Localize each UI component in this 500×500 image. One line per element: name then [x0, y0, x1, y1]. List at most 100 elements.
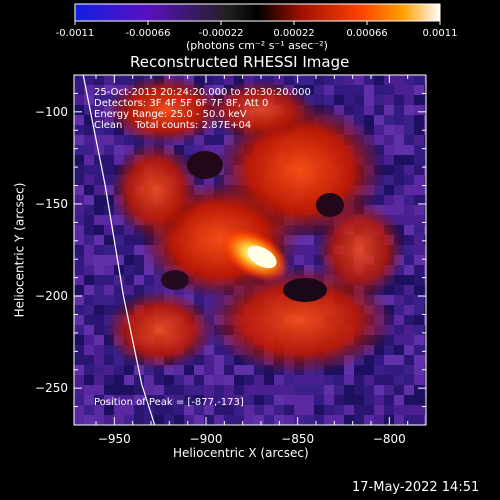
- heatmap-cell: [404, 255, 414, 265]
- heatmap-cell: [404, 175, 414, 185]
- heatmap-cell: [144, 415, 154, 425]
- heatmap-cell: [254, 395, 264, 405]
- heatmap-cell: [184, 375, 194, 385]
- heatmap-cell: [394, 155, 404, 165]
- heatmap-cell: [84, 325, 94, 335]
- heatmap-cell: [214, 355, 224, 365]
- heatmap-cell: [414, 295, 424, 305]
- heatmap-cell: [404, 385, 414, 395]
- heatmap-cell: [424, 165, 426, 175]
- heatmap-cell: [104, 225, 114, 235]
- heatmap-cell: [304, 395, 314, 405]
- heatmap-cell: [304, 235, 314, 245]
- heatmap-cell: [334, 95, 344, 105]
- heatmap-cell: [104, 295, 114, 305]
- heatmap-cell: [194, 355, 204, 365]
- heatmap-cell: [224, 395, 234, 405]
- heatmap-cell: [244, 365, 254, 375]
- heatmap-cell: [274, 405, 284, 415]
- heatmap-cell: [84, 335, 94, 345]
- heatmap-cell: [84, 125, 94, 135]
- heatmap-cell: [394, 325, 404, 335]
- heatmap-cell: [224, 405, 234, 415]
- heatmap-cell: [134, 375, 144, 385]
- heatmap-cell: [104, 345, 114, 355]
- heatmap-cell: [384, 205, 394, 215]
- heatmap-cell: [404, 155, 414, 165]
- heatmap-cell: [204, 345, 214, 355]
- heatmap-cell: [214, 345, 224, 355]
- heatmap-cell: [194, 385, 204, 395]
- heatmap-cell: [294, 375, 304, 385]
- heatmap-cell: [214, 135, 224, 145]
- heatmap-cell: [94, 285, 104, 295]
- heatmap-cell: [394, 175, 404, 185]
- heatmap-cell: [124, 275, 134, 285]
- heatmap-cell: [414, 315, 424, 325]
- heatmap-cell: [384, 175, 394, 185]
- heatmap-cell: [114, 225, 124, 235]
- heatmap-cell: [244, 395, 254, 405]
- heatmap-cell: [204, 75, 214, 85]
- heatmap-cell: [74, 175, 84, 185]
- heatmap-cell: [404, 105, 414, 115]
- heatmap-cell: [334, 385, 344, 395]
- heatmap-cell: [194, 415, 204, 425]
- heatmap-cell: [374, 125, 384, 135]
- heatmap-cell: [264, 385, 274, 395]
- heatmap-cell: [384, 405, 394, 415]
- heatmap-cell: [334, 395, 344, 405]
- heatmap-cell: [154, 385, 164, 395]
- heatmap-cell: [74, 255, 84, 265]
- heatmap-cell: [74, 355, 84, 365]
- annotation-time-range: 25-Oct-2013 20:24:20.000 to 20:30:20.000: [94, 87, 311, 98]
- heatmap-cell: [154, 415, 164, 425]
- heatmap-cell: [344, 405, 354, 415]
- heatmap-cell: [364, 375, 374, 385]
- heatmap-cell: [74, 235, 84, 245]
- heatmap-cell: [314, 385, 324, 395]
- heatmap-cell: [84, 75, 94, 85]
- heatmap-cell: [84, 225, 94, 235]
- heatmap-cell: [404, 285, 414, 295]
- heatmap-cell: [194, 405, 204, 415]
- heatmap-cell: [244, 385, 254, 395]
- heatmap-cell: [74, 315, 84, 325]
- heatmap-cell: [424, 405, 426, 415]
- heatmap-cell: [344, 85, 354, 95]
- heatmap-cell: [104, 395, 114, 405]
- heatmap-cell: [84, 415, 94, 425]
- heatmap-cell: [94, 95, 104, 105]
- heatmap-cell: [144, 285, 154, 295]
- heatmap-cell: [374, 375, 384, 385]
- heatmap-cell: [364, 355, 374, 365]
- heatmap-cell: [424, 145, 426, 155]
- heatmap-cell: [84, 235, 94, 245]
- heatmap-cell: [94, 235, 104, 245]
- annotation-detectors: Detectors: 3F 4F 5F 6F 7F 8F, Att 0: [94, 98, 269, 109]
- heatmap-cell: [404, 115, 414, 125]
- chart-title: Reconstructed RHESSI Image: [130, 53, 350, 71]
- heatmap-cell: [374, 95, 384, 105]
- heatmap-cell: [344, 75, 354, 85]
- heatmap-cell: [164, 285, 174, 295]
- heatmap-cell: [414, 195, 424, 205]
- heatmap-cell: [364, 415, 374, 425]
- heatmap-cell: [174, 395, 184, 405]
- heatmap-cell: [324, 385, 334, 395]
- plot-frame: [73, 74, 427, 426]
- heatmap-cell: [414, 275, 424, 285]
- heatmap-cell: [114, 255, 124, 265]
- heatmap-cell: [74, 215, 84, 225]
- heatmap-cell: [124, 285, 134, 295]
- heatmap-cell: [374, 105, 384, 115]
- heatmap-cell: [264, 75, 274, 85]
- heatmap-cell: [114, 295, 124, 305]
- heatmap-cell: [384, 345, 394, 355]
- heatmap-cell: [94, 385, 104, 395]
- heatmap-cell: [134, 285, 144, 295]
- heatmap-cell: [354, 395, 364, 405]
- x-tick-label: −800: [373, 432, 406, 446]
- heatmap-cell: [84, 395, 94, 405]
- heatmap-cell: [184, 145, 194, 155]
